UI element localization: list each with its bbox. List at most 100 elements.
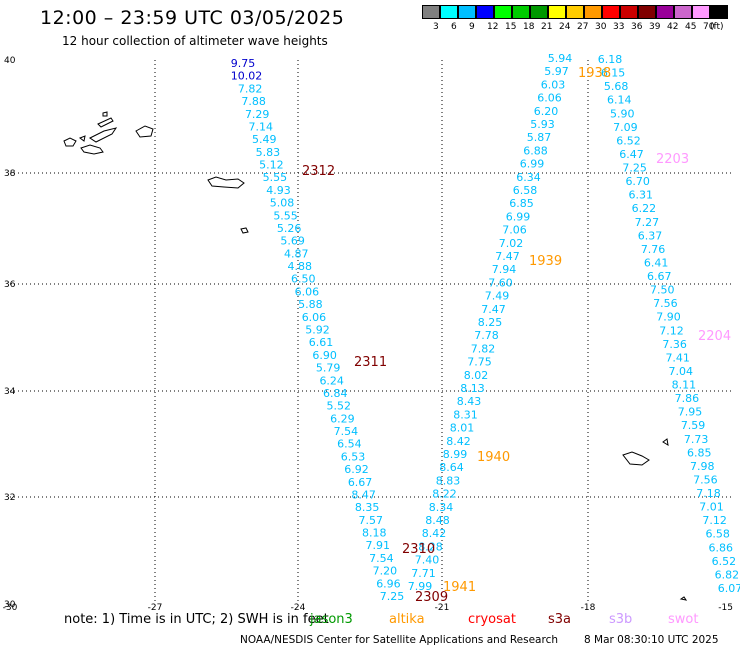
swh-value: 5.49 xyxy=(252,133,277,146)
satellite-name: s3b xyxy=(609,612,633,627)
swh-value: 7.27 xyxy=(635,216,660,229)
legend-label: 27 xyxy=(577,22,589,32)
swh-value: 8.28 xyxy=(418,540,443,553)
swh-value: 7.04 xyxy=(669,365,694,378)
legend-swatch xyxy=(620,5,638,19)
legend-label: 30 xyxy=(595,22,607,32)
island-graciosa xyxy=(102,111,108,117)
swh-value: 8.47 xyxy=(351,488,376,501)
swh-value: 5.79 xyxy=(316,362,341,375)
swh-value: 7.60 xyxy=(488,276,513,289)
map-subtitle: 12 hour collection of altimeter wave hei… xyxy=(62,34,328,48)
swh-value: 7.09 xyxy=(613,121,638,134)
swh-value: 8.02 xyxy=(464,369,489,382)
satellite-name: s3a xyxy=(548,612,572,627)
swh-value: 7.71 xyxy=(411,567,436,580)
swh-value: 7.78 xyxy=(474,329,499,342)
legend-label: 45 xyxy=(685,22,697,32)
pass-time-label: 2310 xyxy=(402,542,435,557)
swh-value: 8.35 xyxy=(355,501,380,514)
swh-value: 7.25 xyxy=(380,590,405,603)
island-faial xyxy=(80,144,104,155)
legend-label: 24 xyxy=(559,22,571,32)
swh-value: 6.70 xyxy=(625,175,650,188)
swh-value: 5.88 xyxy=(298,298,323,311)
swh-value: 6.96 xyxy=(376,577,401,590)
swh-value: 7.56 xyxy=(653,297,678,310)
swh-value: 8.42 xyxy=(446,435,471,448)
swh-value: 4.93 xyxy=(266,184,291,197)
swh-value: 8.31 xyxy=(453,408,478,421)
swh-value: 7.59 xyxy=(681,419,706,432)
swh-value: 7.56 xyxy=(693,473,718,486)
legend-swatch xyxy=(548,5,566,19)
legend-swatch xyxy=(584,5,602,19)
swh-value: 8.43 xyxy=(457,395,482,408)
lat-tick-label: 38 xyxy=(4,169,16,179)
legend-swatch xyxy=(674,5,692,19)
swh-value: 8.13 xyxy=(460,382,485,395)
swh-value: 6.53 xyxy=(341,450,366,463)
legend-swatch xyxy=(422,5,440,19)
legend-label: (ft) xyxy=(710,22,724,32)
swh-value: 7.99 xyxy=(408,580,433,593)
island-terceira xyxy=(135,125,154,138)
swh-value: 6.61 xyxy=(309,336,334,349)
legend-label: 12 xyxy=(487,22,499,32)
swh-value: 6.03 xyxy=(541,78,566,91)
island-madeira xyxy=(622,451,650,466)
pass-time-label: 2312 xyxy=(302,164,335,179)
lat-tick-label: 34 xyxy=(4,387,16,397)
swh-value: 6.41 xyxy=(644,256,669,269)
credit-line: NOAA/NESDIS Center for Satellite Applica… xyxy=(240,634,558,646)
swh-value: 8.11 xyxy=(672,379,697,392)
swh-value: 6.82 xyxy=(715,568,740,581)
island-porto-santo xyxy=(662,438,669,446)
swh-value: 5.94 xyxy=(548,52,573,65)
swh-value: 7.91 xyxy=(366,539,391,552)
swh-value: 7.94 xyxy=(492,263,517,276)
lat-lon-grid xyxy=(10,60,733,604)
lat-tick-label: 30 xyxy=(4,600,16,610)
legend-label: 15 xyxy=(505,22,517,32)
lon-tick-label: -18 xyxy=(581,603,596,613)
swh-value: 6.86 xyxy=(709,541,734,554)
swh-value: 8.18 xyxy=(362,527,387,540)
legend-label: 6 xyxy=(451,22,457,32)
swh-value: 7.49 xyxy=(485,290,510,303)
swh-value: 8.64 xyxy=(439,461,464,474)
swh-value: 7.95 xyxy=(678,406,703,419)
swh-value: 6.15 xyxy=(601,67,626,80)
swh-value: 7.90 xyxy=(656,311,681,324)
satellite-name: jason3 xyxy=(310,612,353,627)
legend-swatch xyxy=(656,5,674,19)
swh-value: 7.73 xyxy=(684,433,709,446)
pass-time-label: 1938 xyxy=(578,66,611,81)
island-sao-miguel xyxy=(207,176,245,189)
legend-swatch xyxy=(638,5,656,19)
legend-label: 39 xyxy=(649,22,661,32)
legend-swatch xyxy=(476,5,494,19)
swh-value: 8.99 xyxy=(443,448,468,461)
swh-value: 7.98 xyxy=(690,460,715,473)
axis-tick-labels: -30 -27 -24 -21 -18 -15 30 32 34 36 38 40 xyxy=(3,56,733,613)
swh-value: 7.54 xyxy=(369,552,394,565)
swh-value: 7.57 xyxy=(358,514,383,527)
swh-value: 6.20 xyxy=(534,105,559,118)
pass-time-label: 1940 xyxy=(477,450,510,465)
legend-swatch xyxy=(692,5,710,19)
swh-value: 6.67 xyxy=(348,476,373,489)
swh-value: 7.88 xyxy=(241,95,266,108)
swh-value: 6.99 xyxy=(506,210,531,223)
swh-value: 6.58 xyxy=(705,528,730,541)
swh-value: 7.01 xyxy=(699,501,724,514)
swh-value: 8.01 xyxy=(450,422,475,435)
legend-label: 70 xyxy=(703,22,715,32)
swh-value: 7.75 xyxy=(467,356,492,369)
swh-value: 6.31 xyxy=(629,189,654,202)
swh-value: 6.34 xyxy=(516,171,541,184)
swh-value: 8.25 xyxy=(478,316,503,329)
pass-time-label: 2309 xyxy=(415,590,448,605)
legend-label: 21 xyxy=(541,22,553,32)
swh-value: 5.90 xyxy=(610,107,635,120)
